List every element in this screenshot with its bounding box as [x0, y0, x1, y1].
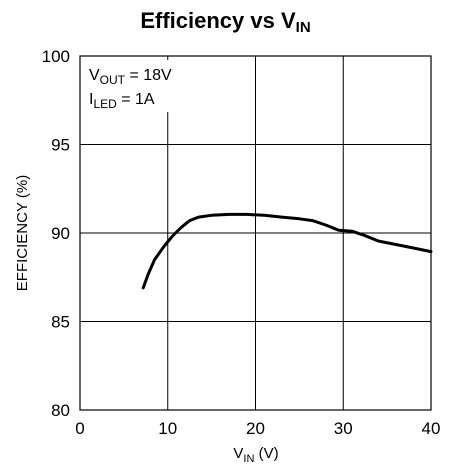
- x-tick-label: 40: [422, 419, 441, 438]
- annotation-iled: ILED = 1A: [89, 91, 155, 111]
- y-axis-label: EFFICIENCY (%): [14, 175, 31, 291]
- y-tick-label: 100: [42, 47, 70, 66]
- y-tick-labels: 80 85 90 95 100: [42, 47, 70, 420]
- annotation-backdrop: [84, 60, 192, 112]
- annotation-vout: VOUT = 18V: [89, 67, 172, 87]
- x-axis-label: VIN (V): [233, 445, 278, 465]
- efficiency-series-line: [141, 212, 433, 290]
- x-tick-labels: 0 10 20 30 40: [75, 419, 440, 438]
- y-tick-label: 80: [51, 401, 70, 420]
- y-tick-label: 85: [51, 313, 70, 332]
- x-tick-label: 20: [246, 419, 265, 438]
- x-tick-label: 30: [334, 419, 353, 438]
- y-tick-label: 95: [51, 136, 70, 155]
- x-tick-label: 10: [158, 419, 177, 438]
- y-tick-label: 90: [51, 224, 70, 243]
- chart-title: Efficiency vs VIN: [140, 8, 311, 36]
- x-tick-label: 0: [75, 419, 84, 438]
- grid-lines: [80, 56, 431, 410]
